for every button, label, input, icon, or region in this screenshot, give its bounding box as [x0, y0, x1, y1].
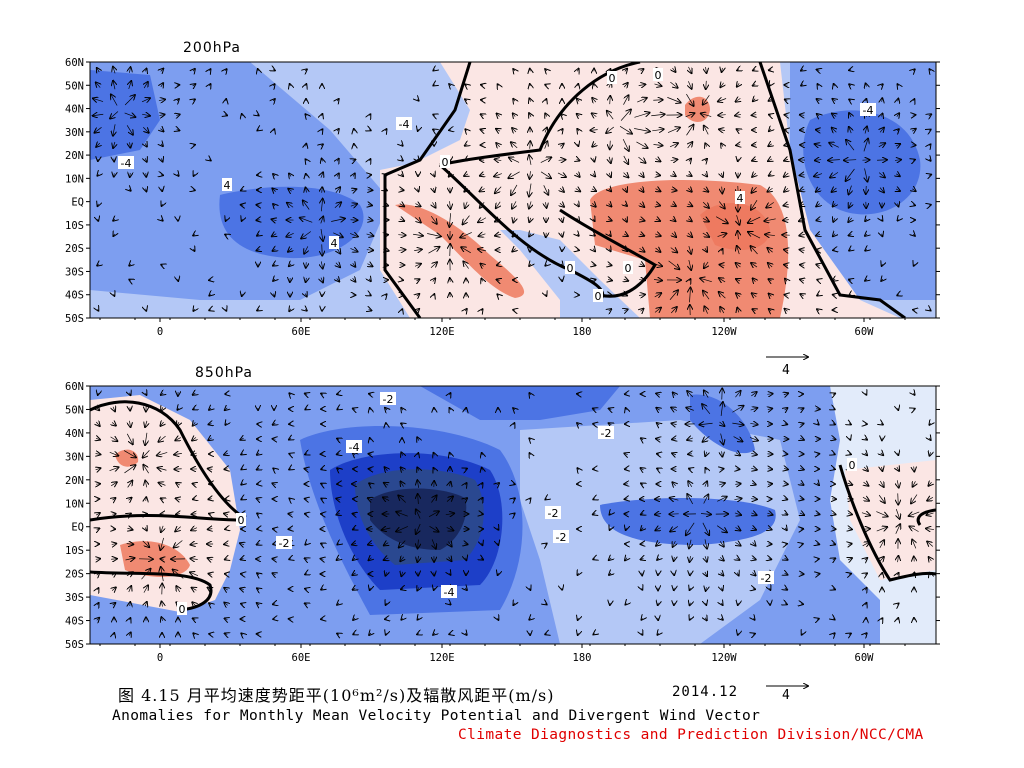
contour-value-label: 0	[179, 603, 186, 616]
credit-line: Climate Diagnostics and Prediction Divis…	[458, 727, 924, 743]
latitude-tick-label: 40N	[65, 428, 84, 440]
latitude-tick-label: 20S	[65, 569, 84, 581]
contour-value-label: 0	[238, 514, 245, 527]
contour-value-label: -2	[383, 393, 394, 406]
latitude-tick-label: 10S	[65, 220, 84, 232]
contour-value-label: 0	[609, 72, 616, 85]
latitude-tick-label: 20S	[65, 243, 84, 255]
negative-anomaly-region	[90, 70, 160, 160]
longitude-tick-label: 180	[573, 652, 592, 664]
latitude-tick-label: 50N	[65, 404, 84, 416]
latitude-tick-label: 30N	[65, 451, 84, 463]
latitude-tick-label: 40S	[65, 616, 84, 628]
longitude-tick-label: 60E	[292, 652, 311, 664]
latitude-tick-label: 30S	[65, 592, 84, 604]
zero-contour	[559, 208, 658, 298]
contour-value-label: -4	[349, 441, 360, 454]
contour-labels-850hpa: -2 -2 -2 -2 -2 -2 -4 -4 0 0 0	[177, 392, 857, 616]
latitude-tick-label: 20N	[65, 475, 84, 487]
wind-vectors-850hpa	[96, 388, 934, 635]
panel-title-200hpa: 200hPa	[183, 40, 241, 56]
contour-value-label: -4	[399, 118, 410, 131]
zero-contour	[758, 62, 906, 318]
latitude-tick-label: 50S	[65, 639, 84, 651]
latitude-tick-label: EQ	[71, 522, 84, 534]
contour-value-label: 0	[595, 290, 602, 303]
panel-850hpa-frame	[89, 385, 937, 645]
panel-title-850hpa: 850hPa	[195, 365, 253, 381]
contour-value-label: -2	[548, 507, 559, 520]
latitude-tick-label: 10N	[65, 498, 84, 510]
contour-value-label: 0	[625, 262, 632, 275]
contour-value-label: -4	[121, 157, 132, 170]
negative-anomaly-core	[600, 498, 776, 545]
longitude-tick-label: 120W	[711, 326, 737, 338]
longitude-tick-label: 0	[157, 326, 163, 338]
figure-caption-english: Anomalies for Monthly Mean Velocity Pote…	[112, 708, 761, 724]
latitude-tick-label: 20N	[65, 150, 84, 162]
contour-value-label: -2	[279, 537, 290, 550]
contour-value-label: 4	[331, 237, 338, 250]
contour-value-label: -4	[863, 104, 874, 117]
contour-value-label: 0	[567, 262, 574, 275]
longitude-tick-label: 60W	[855, 326, 875, 338]
zero-contour	[90, 570, 213, 612]
zero-contour	[383, 62, 472, 318]
positive-anomaly-region	[845, 460, 936, 580]
panel-850hpa-map	[90, 386, 936, 644]
strong-negative-core	[370, 488, 467, 550]
latitude-tick-label: 60N	[65, 381, 84, 393]
longitude-tick-label: 60E	[292, 326, 311, 338]
positive-anomaly-core	[120, 541, 190, 577]
latitude-tick-label: 30N	[65, 127, 84, 139]
latitude-tick-label: 40S	[65, 290, 84, 302]
axes-200hpa: 60N 50N 40N 30N 20N 10N EQ 10S 20S 30S 40S 50S 0 60E 1…	[65, 57, 940, 338]
panel-200hpa-map	[90, 62, 936, 318]
latitude-tick-label: 40N	[65, 104, 84, 116]
latitude-tick-label: 60N	[65, 57, 84, 69]
reference-vector-label: 4	[782, 688, 790, 703]
longitude-tick-label: 180	[573, 326, 592, 338]
positive-anomaly-core	[700, 203, 770, 250]
longitude-tick-label: 120E	[429, 652, 454, 664]
latitude-tick-label: EQ	[71, 197, 84, 209]
zero-contour	[90, 514, 241, 522]
longitude-tick-label: 0	[157, 652, 163, 664]
reference-vector-label: 4	[782, 363, 790, 378]
contour-value-label: 0	[442, 156, 449, 169]
latitude-tick-label: 50N	[65, 80, 84, 92]
zero-contour	[916, 508, 936, 526]
contour-value-label: -2	[761, 572, 772, 585]
contour-value-label: 4	[224, 179, 231, 192]
zero-contour	[838, 464, 936, 582]
contour-value-label: -2	[556, 531, 567, 544]
contour-value-label: 0	[849, 459, 856, 472]
contour-value-label: 0	[655, 69, 662, 82]
panel-200hpa-frame	[89, 61, 937, 319]
contour-value-label: -4	[444, 586, 455, 599]
latitude-tick-label: 30S	[65, 266, 84, 278]
figure-date: 2014.12	[672, 684, 739, 700]
negative-anomaly-region	[420, 386, 620, 420]
latitude-tick-label: 50S	[65, 313, 84, 325]
longitude-tick-label: 60W	[855, 652, 875, 664]
contour-value-label: -2	[601, 427, 612, 440]
zero-contour	[90, 400, 241, 517]
longitude-tick-label: 120W	[711, 652, 737, 664]
latitude-tick-label: 10S	[65, 545, 84, 557]
figure-caption-chinese: 图 4.15 月平均速度势距平(10⁶m²/s)及辐散风距平(m/s)	[118, 686, 555, 705]
contour-labels-200hpa: 0 0 0 0 0 0 4 4 4 -4 -4 -4	[118, 68, 876, 303]
latitude-tick-label: 10N	[65, 173, 84, 185]
axes-850hpa: 60N 50N 40N 30N 20N 10N EQ 10S 20S 30S 40S 50S 0 60E 1…	[65, 381, 940, 664]
wind-vectors-200hpa	[93, 67, 931, 316]
longitude-tick-label: 120E	[429, 326, 454, 338]
contour-value-label: 4	[737, 192, 744, 205]
